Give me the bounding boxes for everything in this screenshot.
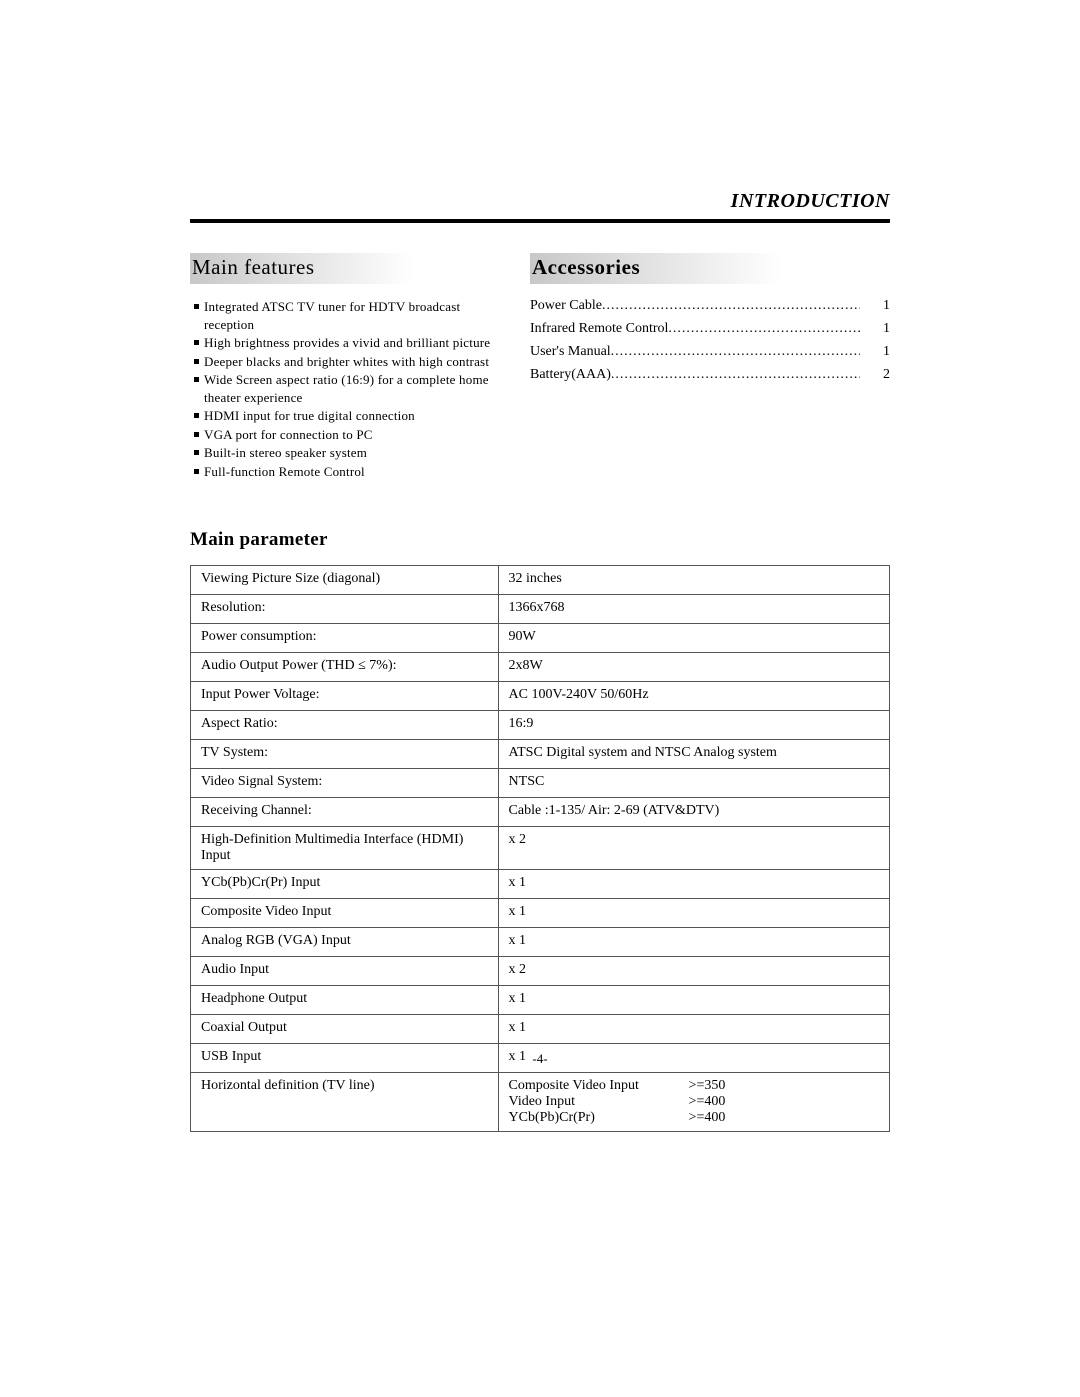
param-value: x 1 <box>498 899 889 928</box>
accessory-dots <box>668 321 860 337</box>
feature-item: Built-in stereo speaker system <box>194 444 510 462</box>
hd-subrow: YCb(Pb)Cr(Pr)>=400 <box>509 1110 879 1126</box>
param-value: AC 100V-240V 50/60Hz <box>498 682 889 711</box>
accessory-label: User's Manual <box>530 344 611 360</box>
accessory-row: Infrared Remote Control 1 <box>530 321 890 337</box>
page: INTRODUCTION Main features Integrated AT… <box>0 0 1080 1397</box>
param-label: Power consumption: <box>191 624 499 653</box>
table-row: Power consumption:90W <box>191 624 890 653</box>
main-features-column: Main features Integrated ATSC TV tuner f… <box>190 253 510 481</box>
hd-sub-label: Video Input <box>509 1094 689 1110</box>
parameter-table: Viewing Picture Size (diagonal)32 inches… <box>190 565 890 1132</box>
accessory-row: User's Manual 1 <box>530 344 890 360</box>
hd-subrow: Video Input>=400 <box>509 1094 879 1110</box>
accessory-label: Battery(AAA) <box>530 367 611 383</box>
table-row: Audio Inputx 2 <box>191 957 890 986</box>
two-column-region: Main features Integrated ATSC TV tuner f… <box>190 253 890 481</box>
param-value: NTSC <box>498 769 889 798</box>
param-label: Aspect Ratio: <box>191 711 499 740</box>
param-label: Horizontal definition (TV line) <box>191 1073 499 1132</box>
hd-sub-value: >=350 <box>689 1078 726 1094</box>
accessories-heading: Accessories <box>530 253 890 284</box>
accessory-dots <box>611 367 860 383</box>
feature-item: Integrated ATSC TV tuner for HDTV broadc… <box>194 298 510 333</box>
param-value: 1366x768 <box>498 595 889 624</box>
accessory-label: Infrared Remote Control <box>530 321 668 337</box>
param-value: 32 inches <box>498 566 889 595</box>
table-row: Analog RGB (VGA) Inputx 1 <box>191 928 890 957</box>
param-label: Headphone Output <box>191 986 499 1015</box>
table-row: Horizontal definition (TV line) Composit… <box>191 1073 890 1132</box>
param-value: 2x8W <box>498 653 889 682</box>
feature-item: Full-function Remote Control <box>194 463 510 481</box>
param-label: Video Signal System: <box>191 769 499 798</box>
table-row: Coaxial Outputx 1 <box>191 1015 890 1044</box>
param-label: High-Definition Multimedia Interface (HD… <box>191 827 499 870</box>
hd-sub-value: >=400 <box>689 1110 726 1126</box>
param-value: Composite Video Input>=350 Video Input>=… <box>498 1073 889 1132</box>
param-label: YCb(Pb)Cr(Pr) Input <box>191 870 499 899</box>
param-value: ATSC Digital system and NTSC Analog syst… <box>498 740 889 769</box>
param-value: x 1 <box>498 1015 889 1044</box>
accessory-qty: 1 <box>860 298 890 314</box>
hd-sub-label: Composite Video Input <box>509 1078 689 1094</box>
table-row: High-Definition Multimedia Interface (HD… <box>191 827 890 870</box>
param-value: Cable :1-135/ Air: 2-69 (ATV&DTV) <box>498 798 889 827</box>
param-label: Resolution: <box>191 595 499 624</box>
param-value: 90W <box>498 624 889 653</box>
param-value: x 1 <box>498 928 889 957</box>
accessory-row: Power Cable 1 <box>530 298 890 314</box>
main-parameter-heading: Main parameter <box>190 529 890 551</box>
table-row: Composite Video Inputx 1 <box>191 899 890 928</box>
main-features-list: Integrated ATSC TV tuner for HDTV broadc… <box>190 298 510 480</box>
param-label: Coaxial Output <box>191 1015 499 1044</box>
param-value: x 1 <box>498 986 889 1015</box>
hd-subrow: Composite Video Input>=350 <box>509 1078 879 1094</box>
accessory-label: Power Cable <box>530 298 602 314</box>
hd-sub-value: >=400 <box>689 1094 726 1110</box>
param-value: 16:9 <box>498 711 889 740</box>
table-row: Input Power Voltage:AC 100V-240V 50/60Hz <box>191 682 890 711</box>
page-title: INTRODUCTION <box>190 190 890 213</box>
table-row: Resolution:1366x768 <box>191 595 890 624</box>
table-row: Audio Output Power (THD ≤ 7%):2x8W <box>191 653 890 682</box>
param-label: Analog RGB (VGA) Input <box>191 928 499 957</box>
accessory-qty: 1 <box>860 321 890 337</box>
accessory-qty: 2 <box>860 367 890 383</box>
param-label: Audio Output Power (THD ≤ 7%): <box>191 653 499 682</box>
feature-item: VGA port for connection to PC <box>194 426 510 444</box>
hd-sub-label: YCb(Pb)Cr(Pr) <box>509 1110 689 1126</box>
feature-item: HDMI input for true digital connection <box>194 407 510 425</box>
table-row: YCb(Pb)Cr(Pr) Inputx 1 <box>191 870 890 899</box>
param-label: TV System: <box>191 740 499 769</box>
table-row: Headphone Outputx 1 <box>191 986 890 1015</box>
feature-item: High brightness provides a vivid and bri… <box>194 334 510 352</box>
param-value: x 2 <box>498 957 889 986</box>
param-label: Receiving Channel: <box>191 798 499 827</box>
param-label: Input Power Voltage: <box>191 682 499 711</box>
accessory-qty: 1 <box>860 344 890 360</box>
table-row: Receiving Channel:Cable :1-135/ Air: 2-6… <box>191 798 890 827</box>
table-row: TV System:ATSC Digital system and NTSC A… <box>191 740 890 769</box>
main-features-heading: Main features <box>190 253 510 284</box>
feature-item: Deeper blacks and brighter whites with h… <box>194 353 510 371</box>
accessory-row: Battery(AAA) 2 <box>530 367 890 383</box>
table-row: Aspect Ratio:16:9 <box>191 711 890 740</box>
feature-item: Wide Screen aspect ratio (16:9) for a co… <box>194 371 510 406</box>
table-row: Video Signal System:NTSC <box>191 769 890 798</box>
param-label: Composite Video Input <box>191 899 499 928</box>
page-number: -4- <box>0 1051 1080 1067</box>
accessory-dots <box>602 298 860 314</box>
param-label: Viewing Picture Size (diagonal) <box>191 566 499 595</box>
accessories-column: Accessories Power Cable 1 Infrared Remot… <box>530 253 890 481</box>
param-value: x 2 <box>498 827 889 870</box>
header-rule <box>190 219 890 223</box>
param-label: Audio Input <box>191 957 499 986</box>
param-value: x 1 <box>498 870 889 899</box>
table-row: Viewing Picture Size (diagonal)32 inches <box>191 566 890 595</box>
accessory-dots <box>611 344 860 360</box>
